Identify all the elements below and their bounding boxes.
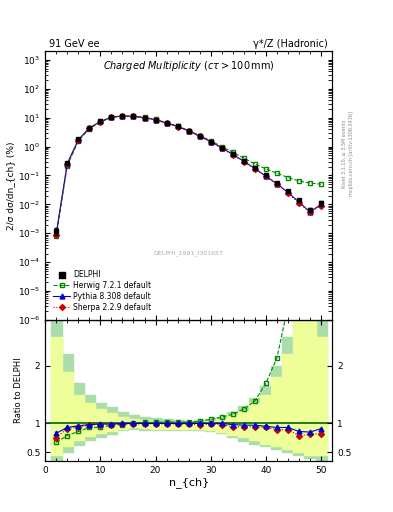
Text: DELPHI_1991_I301657: DELPHI_1991_I301657 <box>154 250 224 255</box>
Text: Charged Multiplicity $(c\tau > 100\,\mathrm{mm})$: Charged Multiplicity $(c\tau > 100\,\mat… <box>103 59 275 73</box>
Text: mcplots.cern.ch [arXiv:1306.3436]: mcplots.cern.ch [arXiv:1306.3436] <box>349 111 354 196</box>
Y-axis label: 2/σ dσ/dn_{ch} (%): 2/σ dσ/dn_{ch} (%) <box>6 141 15 230</box>
Y-axis label: Ratio to DELPHI: Ratio to DELPHI <box>14 357 23 423</box>
Legend: DELPHI, Herwig 7.2.1 default, Pythia 8.308 default, Sherpa 2.2.9 default: DELPHI, Herwig 7.2.1 default, Pythia 8.3… <box>52 269 153 313</box>
Text: Rivet 3.1.10, ≥ 3.5M events: Rivet 3.1.10, ≥ 3.5M events <box>342 119 346 188</box>
Text: 91 GeV ee: 91 GeV ee <box>49 38 100 49</box>
X-axis label: n_{ch}: n_{ch} <box>169 477 209 488</box>
Text: γ*/Z (Hadronic): γ*/Z (Hadronic) <box>253 38 328 49</box>
